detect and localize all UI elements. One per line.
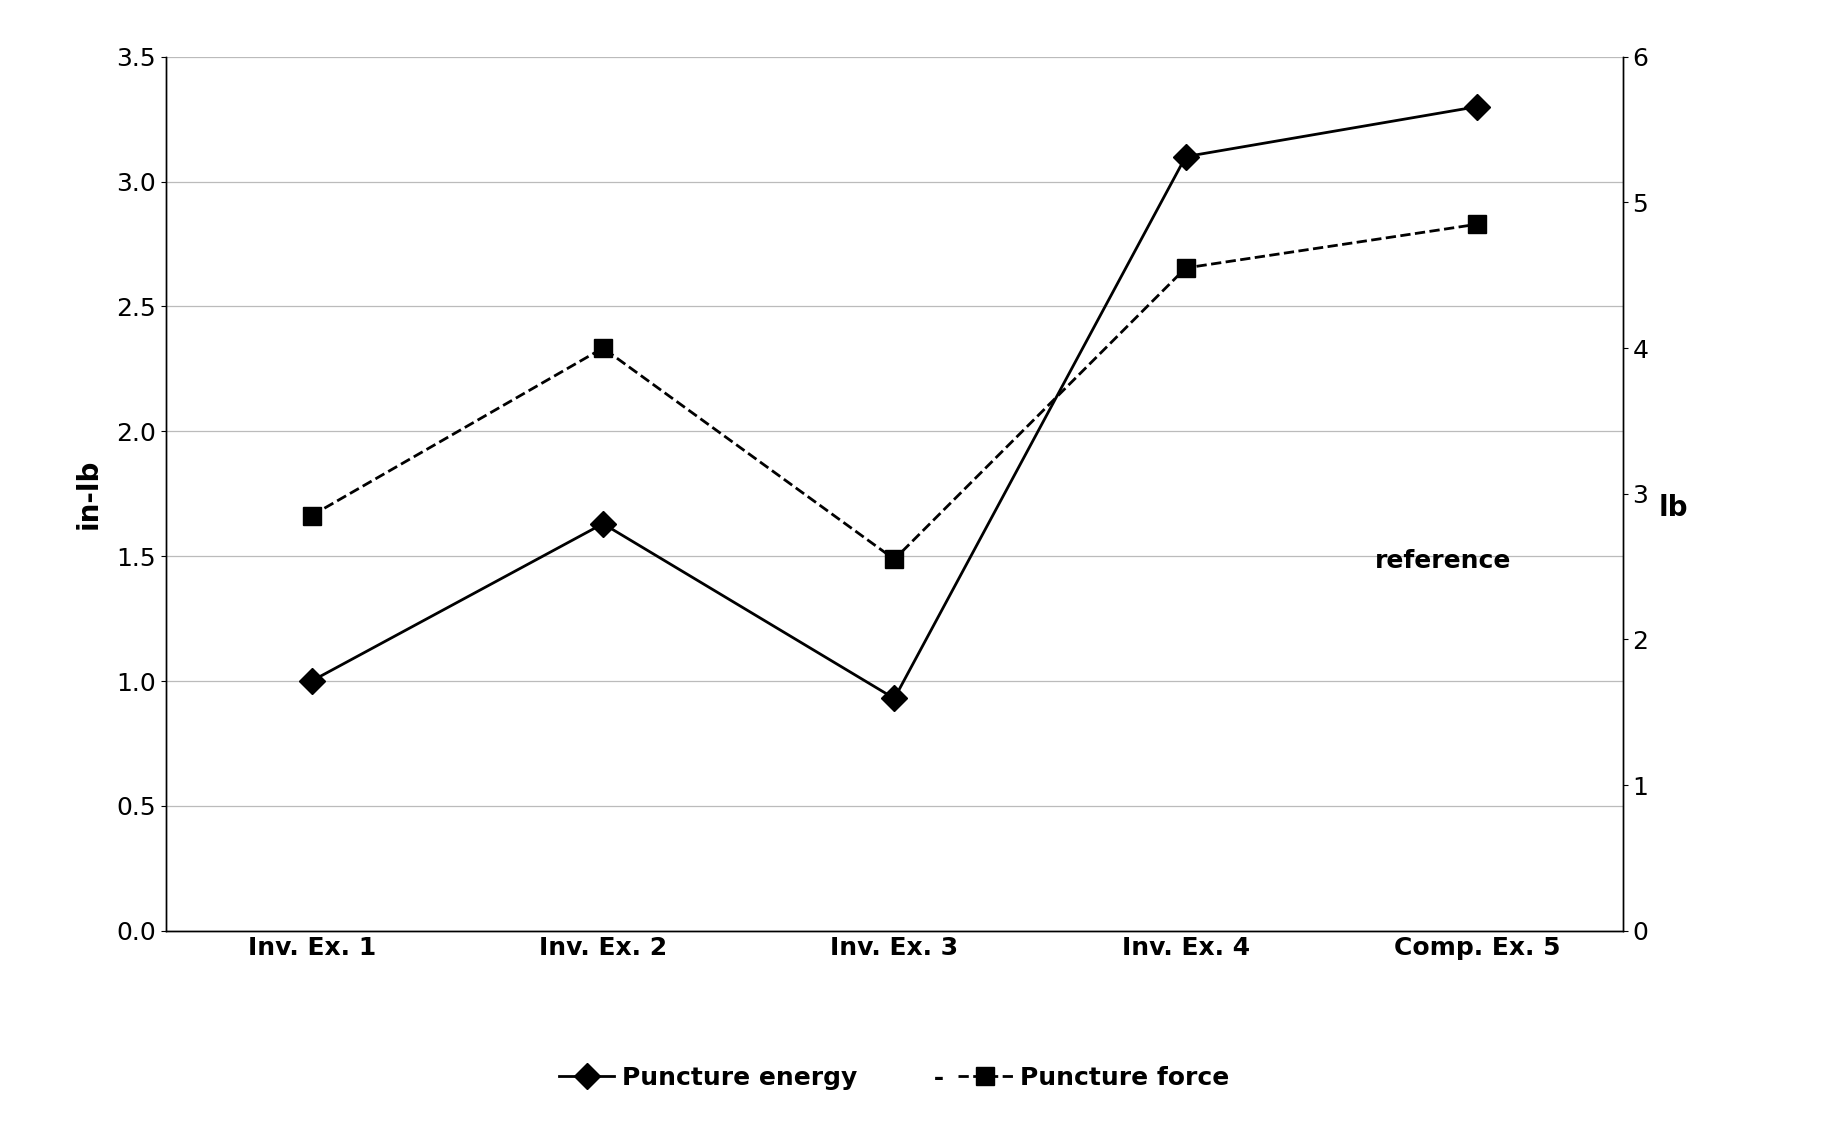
Puncture force xyxy=(1175,261,1197,275)
Puncture force xyxy=(1466,218,1488,232)
Legend: Puncture energy,  - , Puncture force: Puncture energy, - , Puncture force xyxy=(550,1056,1239,1100)
Puncture force xyxy=(301,508,323,522)
Puncture energy xyxy=(592,516,614,530)
Puncture force xyxy=(883,553,905,566)
Y-axis label: in-lb: in-lb xyxy=(74,459,103,529)
Text: reference: reference xyxy=(1376,549,1512,573)
Puncture force xyxy=(592,342,614,355)
Puncture energy xyxy=(883,691,905,705)
Puncture energy xyxy=(1466,100,1488,114)
Puncture energy xyxy=(1175,150,1197,163)
Line: Puncture energy: Puncture energy xyxy=(302,98,1486,707)
Puncture energy xyxy=(301,674,323,688)
Y-axis label: lb: lb xyxy=(1660,494,1689,522)
Line: Puncture force: Puncture force xyxy=(302,216,1486,569)
